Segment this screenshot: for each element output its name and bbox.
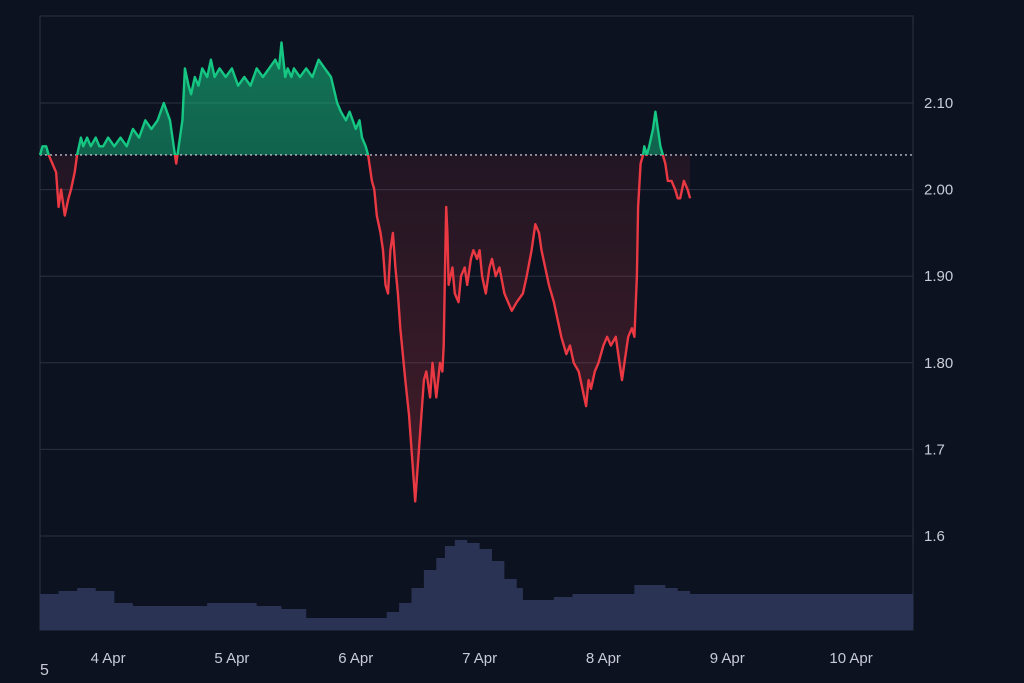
price-area: [40, 42, 691, 502]
y-tick-label: 1.90: [924, 268, 953, 285]
x-tick-label: 4 Apr: [91, 650, 126, 667]
x-tick-label: 5 Apr: [214, 650, 249, 667]
x-tick-label: 7 Apr: [462, 650, 497, 667]
price-line-above: [38, 41, 665, 155]
y-tick-label: 1.7: [924, 441, 945, 458]
x-tick-label: 9 Apr: [710, 650, 745, 667]
x-tick-label: 8 Apr: [586, 650, 621, 667]
x-tick-label: 6 Apr: [338, 650, 373, 667]
corner-label: 5: [40, 662, 49, 679]
y-tick-label: 2.10: [924, 95, 953, 112]
volume-area: [40, 540, 913, 630]
y-tick-label: 1.80: [924, 355, 953, 372]
plot-frame: [39, 15, 914, 631]
y-tick-label: 1.6: [924, 528, 945, 545]
grid-lines: [39, 15, 914, 631]
x-axis-ticks: 4 Apr 5 Apr 6 Apr 7 Apr 8 Apr 9 Apr 10 Apr: [91, 650, 873, 667]
y-tick-label: 2.00: [924, 182, 953, 199]
volume-bars: [40, 540, 913, 630]
price-line-below: [39, 154, 692, 503]
y-axis-ticks: 2.10 2.00 1.90 1.80 1.7 1.6: [924, 95, 953, 545]
area-below-baseline: [40, 154, 691, 502]
x-tick-label: 10 Apr: [829, 650, 872, 667]
price-series: [38, 41, 692, 503]
